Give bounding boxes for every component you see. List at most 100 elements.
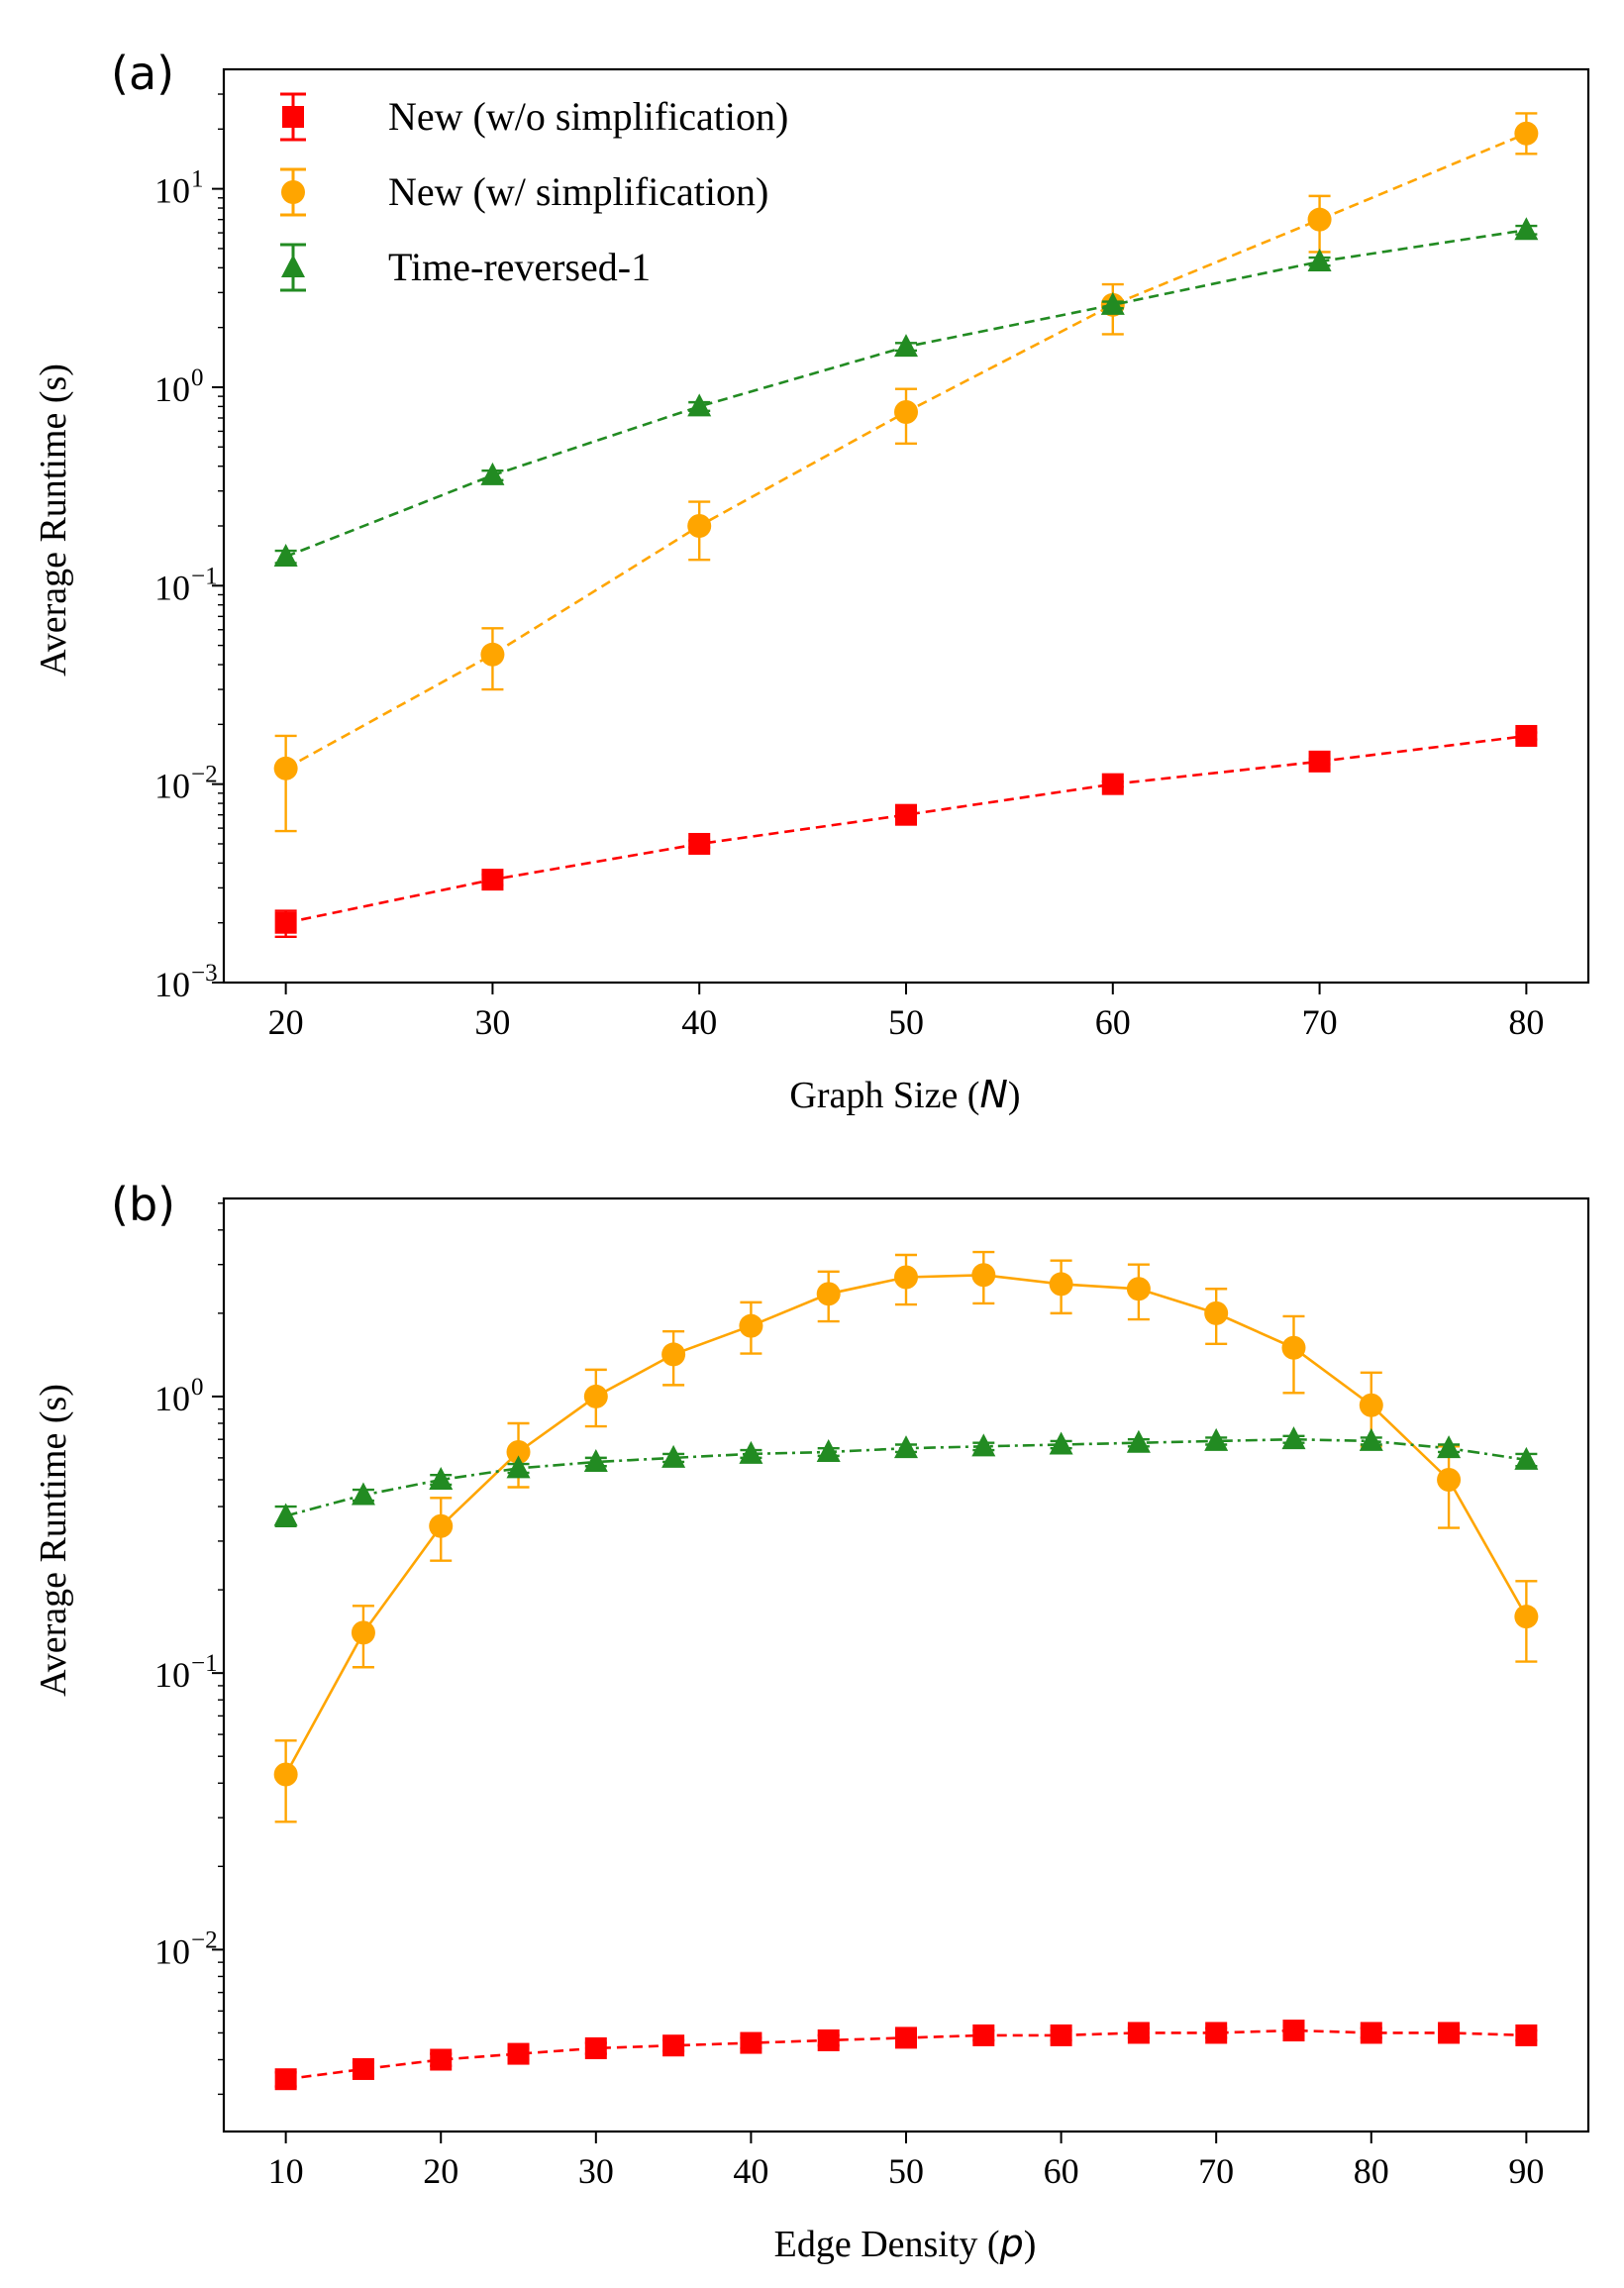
panel-a-x-tick-label: 30 <box>474 1002 510 1042</box>
panel-b-data-point <box>430 2048 453 2071</box>
panel-b-data-point <box>1204 1300 1229 1325</box>
panel-a-data-point <box>895 803 917 826</box>
panel-a-series-line <box>285 734 1527 924</box>
panel-a-data-point <box>687 393 712 417</box>
panel-a-data-point <box>688 832 711 855</box>
panel-a: (a) Average Runtime (s) Graph Size (N) 2… <box>33 47 1590 1116</box>
panel-a-series-line <box>284 132 1527 770</box>
legend-label: Time-reversed-1 <box>388 245 651 289</box>
panel-b-data-point <box>1359 1393 1383 1417</box>
panel-b-data-point <box>1360 2022 1382 2044</box>
panel-a-x-tick-label: 80 <box>1508 1002 1544 1042</box>
panel-a-data-point <box>1101 773 1124 795</box>
panel-b-x-axis-title: Edge Density (p) <box>774 2222 1037 2265</box>
panel-a-data-point <box>480 642 505 667</box>
panel-a-data-point <box>1307 207 1332 232</box>
panel-a-legend: New (w/o simplification) New (w/ simplifi… <box>280 92 788 292</box>
panel-b-x-tick-label: 20 <box>423 2151 458 2191</box>
panel-b-y-tick-label: 10 <box>154 1931 190 1971</box>
panel-a-series-square <box>274 724 1538 939</box>
panel-b-data-point <box>894 1435 918 1459</box>
panel-b-data-point <box>1126 1429 1151 1453</box>
legend-label: New (w/ simplification) <box>388 169 768 214</box>
panel-b-data-point <box>1049 1431 1073 1455</box>
panel-a-y-tick-exponent: −2 <box>191 762 218 788</box>
panel-b-data-point <box>1050 2024 1072 2046</box>
panel-b-series-triangle <box>273 1426 1539 1527</box>
panel-b-data-point <box>739 1440 763 1464</box>
panel-b-series-line <box>284 1273 1528 1776</box>
legend-label: New (w/o simplification) <box>388 94 788 139</box>
panel-a-y-tick-exponent: 1 <box>191 166 204 193</box>
panel-a-data-point <box>481 869 504 891</box>
panel-a-series-circle <box>273 112 1539 833</box>
panel-b-data-point <box>1126 1277 1151 1301</box>
panel-b-data-point <box>1438 2022 1461 2044</box>
legend-marker <box>282 106 304 128</box>
panel-b-data-point <box>352 2057 374 2080</box>
panel-b-data-point <box>1437 1467 1462 1492</box>
panel-b-data-point <box>583 1384 608 1408</box>
panel-a-y-tick-label: 10 <box>154 965 190 1004</box>
panel-b-data-point <box>429 1513 454 1538</box>
panel-a-data-point <box>274 911 297 934</box>
panel-b-data-point <box>351 1620 375 1645</box>
panel-b-data-point <box>816 1438 841 1462</box>
legend-marker <box>281 180 305 204</box>
panel-b: (b) Average Runtime (s) Edge Density (p)… <box>33 1178 1590 2265</box>
panel-b-data-point <box>1515 2024 1538 2046</box>
panel-b-data-point <box>662 2034 685 2057</box>
panel-b-data-point <box>351 1482 375 1506</box>
panel-a-y-axis-title: Average Runtime (s) <box>33 364 74 676</box>
panel-a-x-tick-label: 20 <box>268 1002 304 1042</box>
panel-b-x-tick-label: 70 <box>1198 2151 1234 2191</box>
panel-b-data-point <box>507 2042 530 2065</box>
panel-b-data-point <box>273 1762 298 1787</box>
panel-b-data-point <box>1282 2020 1305 2042</box>
panel-b-data-point <box>274 2068 297 2091</box>
panel-a-y-tick-label: 10 <box>154 568 190 607</box>
panel-b-data-point <box>429 1466 454 1490</box>
panel-b-data-point <box>506 1439 531 1464</box>
panel-a-data-point <box>480 462 505 485</box>
panel-a-data-point <box>1514 121 1539 146</box>
panel-b-x-tick-label: 90 <box>1508 2151 1544 2191</box>
panel-a-y-tick-label: 10 <box>154 369 190 409</box>
panel-a-series-triangle <box>273 217 1539 568</box>
panel-b-data-point <box>506 1455 531 1479</box>
panel-b-data-point <box>816 1282 841 1306</box>
panel-b-x-tick-label: 10 <box>268 2151 304 2191</box>
panel-b-data-point <box>1281 1335 1306 1360</box>
panel-a-y-tick-exponent: −3 <box>191 960 218 987</box>
panel-a-data-point <box>273 544 298 568</box>
panel-b-data-point <box>1514 1605 1539 1629</box>
panel-a-data-point <box>1100 291 1125 315</box>
panel-a-x-tick-label: 60 <box>1095 1002 1131 1042</box>
panel-b-data-point <box>273 1503 298 1526</box>
panel-a-data-point <box>894 334 918 358</box>
panel-b-data-point <box>739 1313 763 1338</box>
panel-b-data-point <box>1204 1427 1229 1451</box>
panel-b-data-point <box>1281 1426 1306 1450</box>
panel-a-x-tick-label: 40 <box>681 1002 717 1042</box>
panel-a-x-axis-title: Graph Size (N) <box>789 1073 1020 1116</box>
panel-b-data-point <box>584 2036 607 2059</box>
panel-b-data-point <box>971 1263 996 1288</box>
panel-b-y-tick-exponent: −1 <box>191 1650 218 1677</box>
panel-a-x-tick-label: 50 <box>888 1002 924 1042</box>
panel-b-data-point <box>583 1448 608 1472</box>
panel-b-data-point <box>740 2031 762 2054</box>
panel-b-data-point <box>1049 1272 1073 1297</box>
panel-a-y-tick-exponent: −1 <box>191 563 218 589</box>
panel-b-data-point <box>1359 1427 1383 1451</box>
panel-a-label: (a) <box>111 47 174 100</box>
panel-a-y-tick-exponent: 0 <box>191 364 204 391</box>
panel-b-data-point <box>661 1444 686 1468</box>
panel-b-y-tick-label: 10 <box>154 1655 190 1695</box>
panel-b-x-tick-label: 80 <box>1354 2151 1389 2191</box>
panel-b-data-point <box>1127 2022 1150 2044</box>
panel-a-data-point <box>1514 217 1539 241</box>
panel-a-y-tick-label: 10 <box>154 767 190 806</box>
panel-b-y-tick-exponent: 0 <box>191 1374 204 1401</box>
